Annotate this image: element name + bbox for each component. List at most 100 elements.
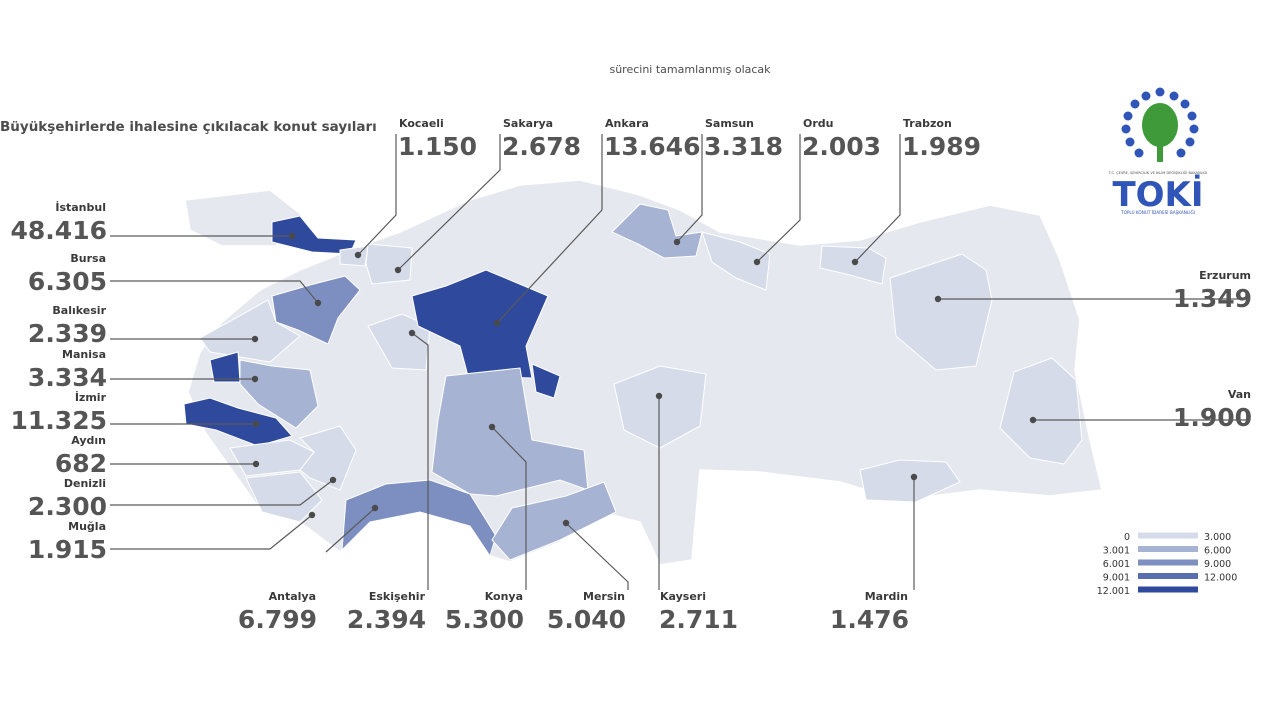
legend-swatch <box>1138 586 1198 593</box>
leader-line <box>110 280 319 304</box>
province-dot <box>488 423 496 431</box>
province-dot <box>329 476 337 484</box>
legend-to: 9.000 <box>1204 559 1231 570</box>
province-name: Mardin <box>865 590 908 603</box>
province-dot <box>562 519 570 527</box>
legend-from: 12.001 <box>1097 586 1130 597</box>
province-name: Ordu <box>803 117 833 130</box>
legend-to: 6.000 <box>1204 546 1231 557</box>
province-value: 3.334 <box>28 363 107 392</box>
leader-line <box>565 522 629 590</box>
province-value: 1.989 <box>902 132 981 161</box>
province-dot <box>408 329 416 337</box>
province-dot <box>753 258 761 266</box>
province-name: Erzurum <box>1199 269 1251 282</box>
province-name: Balıkesir <box>52 304 106 317</box>
province-value: 1.476 <box>830 605 909 634</box>
province-name: Trabzon <box>903 117 952 130</box>
legend-from: 3.001 <box>1103 546 1130 557</box>
province-value: 2.711 <box>659 605 738 634</box>
logo-org: T.C. ÇEVRE, ŞEHİRCİLİK VE İKLİM DEĞİŞİKL… <box>1108 170 1208 175</box>
province-value: 6.305 <box>28 267 107 296</box>
legend-from: 0 <box>1124 532 1130 543</box>
province-dot <box>252 460 260 468</box>
province-dot <box>1029 416 1037 424</box>
province-name: Eskişehir <box>369 590 426 603</box>
leader-line <box>110 479 334 506</box>
province-value: 1.915 <box>28 535 107 564</box>
province-dot <box>673 238 681 246</box>
province-value: 48.416 <box>11 216 107 245</box>
province-dot <box>655 392 663 400</box>
caption: sürecini tamamlanmış olacak <box>609 63 771 76</box>
province-value: 2.678 <box>502 132 581 161</box>
province-value: 2.339 <box>28 319 107 348</box>
province-name: Antalya <box>269 590 316 603</box>
province-name: Kayseri <box>660 590 706 603</box>
province-value: 2.300 <box>28 492 107 521</box>
province-dot <box>314 299 322 307</box>
logo-subtitle: TOPLU KONUT İDARESİ BAŞKANLIĞI <box>1120 210 1195 215</box>
province-value: 13.646 <box>604 132 700 161</box>
legend-from: 6.001 <box>1103 559 1130 570</box>
province-dot <box>910 473 918 481</box>
province-name: Denizli <box>64 477 106 490</box>
province-dot <box>371 504 379 512</box>
province-dot <box>252 420 260 428</box>
province-value: 1.900 <box>1173 403 1252 432</box>
leader-line <box>325 507 376 553</box>
province-name: Manisa <box>62 348 106 361</box>
province-dot <box>308 511 316 519</box>
province-name: Muğla <box>68 520 106 533</box>
province-dot <box>493 319 501 327</box>
legend-from: 9.001 <box>1103 573 1130 584</box>
province-name: Van <box>1228 388 1251 401</box>
province-dot <box>354 251 362 259</box>
province-value: 11.325 <box>11 406 107 435</box>
province-dot <box>934 295 942 303</box>
map <box>183 179 1103 566</box>
legend-to: 3.000 <box>1204 532 1231 543</box>
province-name: Bursa <box>70 252 106 265</box>
leader-line <box>411 332 429 590</box>
province-dot <box>251 335 259 343</box>
title: Büyükşehirlerde ihalesine çıkılacak konu… <box>0 119 377 135</box>
leader-line <box>676 134 703 243</box>
leader-line <box>496 134 603 324</box>
province-dot <box>851 258 859 266</box>
legend-swatch <box>1138 559 1198 566</box>
leader-line <box>357 134 397 256</box>
province-value: 5.040 <box>547 605 626 634</box>
leader-line <box>756 134 801 263</box>
province-name: Konya <box>485 590 523 603</box>
province-name: Aydın <box>71 434 106 447</box>
province-name: Ankara <box>605 117 649 130</box>
province-name: Kocaeli <box>399 117 444 130</box>
leader-line <box>110 514 313 550</box>
legend-swatch <box>1138 532 1198 539</box>
province-name: Mersin <box>583 590 625 603</box>
province-value: 6.799 <box>238 605 317 634</box>
province-name: İzmir <box>75 390 107 404</box>
province-dot <box>288 232 296 240</box>
legend-swatch <box>1138 546 1198 552</box>
province-dot <box>251 375 259 383</box>
legend-to: 12.000 <box>1204 573 1237 584</box>
province-value: 2.003 <box>802 132 881 161</box>
province-name: İstanbul <box>55 200 106 214</box>
leader-line <box>491 426 527 590</box>
leader-line <box>854 134 901 263</box>
province-value: 5.300 <box>445 605 524 634</box>
leader-line <box>397 134 501 271</box>
province-value: 1.150 <box>398 132 477 161</box>
province-value: 2.394 <box>347 605 426 634</box>
logo-name: TOKİ <box>1112 174 1203 215</box>
province-name: Samsun <box>705 117 754 130</box>
province-name: Sakarya <box>503 117 553 130</box>
province-value: 682 <box>55 449 107 478</box>
legend-swatch <box>1138 573 1198 579</box>
province-value: 3.318 <box>704 132 783 161</box>
province-dot <box>394 266 402 274</box>
logo: T.C. ÇEVRE, ŞEHİRCİLİK VE İKLİM DEĞİŞİKL… <box>1108 87 1208 215</box>
